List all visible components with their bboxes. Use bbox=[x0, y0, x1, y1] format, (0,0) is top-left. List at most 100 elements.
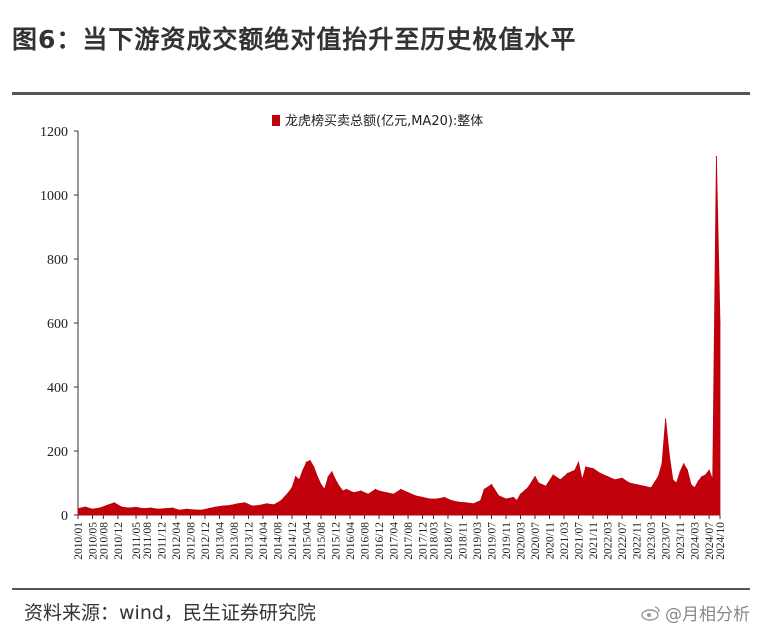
data-point bbox=[516, 500, 518, 502]
data-point bbox=[483, 488, 485, 490]
data-point bbox=[77, 508, 79, 510]
data-point bbox=[84, 506, 86, 508]
data-point bbox=[436, 498, 438, 500]
x-tick-label: 2019/07 bbox=[486, 522, 498, 560]
data-point bbox=[661, 463, 663, 465]
data-point bbox=[581, 479, 583, 481]
page-title: 图6：当下游资成交额绝对值抬升至历史极值水平 bbox=[12, 25, 577, 54]
data-point bbox=[498, 495, 500, 497]
x-tick-label: 2020/07 bbox=[530, 522, 542, 560]
data-point bbox=[400, 488, 402, 490]
data-point bbox=[280, 500, 282, 502]
y-tick-label: 800 bbox=[47, 253, 68, 268]
x-tick-label: 2022/07 bbox=[617, 522, 629, 560]
data-point bbox=[490, 484, 493, 486]
plot-area bbox=[77, 156, 721, 516]
data-point bbox=[320, 484, 322, 486]
x-tick-label: 2013/08 bbox=[229, 522, 241, 560]
data-point bbox=[266, 503, 268, 505]
data-point bbox=[193, 509, 195, 511]
chart-legend: 龙虎榜买卖总额(亿元,MA20):整体 bbox=[272, 113, 483, 129]
x-tick-label: 2012/08 bbox=[185, 522, 197, 560]
data-point bbox=[164, 508, 166, 510]
data-point bbox=[697, 480, 699, 482]
data-point bbox=[465, 502, 467, 504]
data-point bbox=[128, 507, 130, 509]
data-point bbox=[106, 504, 108, 506]
series-area bbox=[77, 156, 721, 516]
x-tick-label: 2023/03 bbox=[646, 522, 658, 560]
data-point bbox=[643, 485, 645, 487]
legend-label: 龙虎榜买卖总额(亿元,MA20):整体 bbox=[285, 113, 483, 129]
x-tick-label: 2010/08 bbox=[98, 522, 110, 560]
data-point bbox=[628, 482, 630, 484]
x-tick-label: 2023/11 bbox=[675, 522, 687, 560]
source-note: 资料来源：wind，民生证券研究院 bbox=[24, 602, 316, 624]
data-point bbox=[298, 479, 300, 481]
data-point bbox=[99, 507, 101, 509]
data-point bbox=[353, 492, 355, 494]
x-tick-label: 2015/04 bbox=[302, 522, 314, 560]
x-tick-label: 2014/08 bbox=[272, 522, 284, 560]
data-point bbox=[237, 503, 239, 505]
x-tick-label: 2024/03 bbox=[690, 522, 702, 560]
data-point bbox=[367, 493, 369, 495]
data-point bbox=[295, 476, 297, 478]
data-point bbox=[385, 492, 387, 494]
x-tick-label: 2015/12 bbox=[331, 522, 343, 560]
data-point bbox=[668, 453, 670, 455]
data-point bbox=[451, 500, 453, 502]
data-point bbox=[331, 471, 333, 473]
data-point bbox=[414, 495, 416, 497]
x-tick-label: 2022/03 bbox=[603, 522, 615, 560]
x-tick-label: 2021/03 bbox=[559, 522, 571, 560]
data-point bbox=[135, 506, 137, 508]
data-point bbox=[313, 466, 315, 468]
data-point bbox=[585, 466, 587, 468]
data-point bbox=[113, 502, 115, 504]
data-point bbox=[708, 469, 710, 471]
x-tick-label: 2016/12 bbox=[374, 522, 386, 560]
x-tick-label: 2020/03 bbox=[516, 522, 528, 560]
x-tick-label: 2017/04 bbox=[389, 522, 401, 560]
data-point bbox=[672, 479, 674, 481]
data-point bbox=[120, 506, 123, 508]
x-tick-label: 2021/07 bbox=[574, 522, 586, 560]
data-point bbox=[324, 488, 326, 490]
x-tick-label: 2010/01 bbox=[73, 522, 85, 560]
weibo-icon bbox=[641, 605, 660, 621]
x-tick-label: 2014/12 bbox=[287, 522, 299, 560]
data-point bbox=[273, 504, 275, 506]
data-point bbox=[538, 482, 540, 484]
data-point bbox=[338, 485, 340, 487]
data-point bbox=[519, 493, 522, 495]
data-point bbox=[527, 487, 529, 489]
x-tick-label: 2018/11 bbox=[457, 522, 469, 560]
data-point bbox=[91, 508, 94, 510]
x-tick-label: 2011/05 bbox=[131, 522, 143, 560]
data-point bbox=[179, 509, 181, 511]
x-tick-label: 2024/07 bbox=[704, 522, 716, 560]
data-point bbox=[650, 487, 652, 489]
data-point bbox=[559, 479, 562, 481]
data-point bbox=[657, 476, 659, 478]
data-point bbox=[552, 474, 554, 476]
data-point bbox=[701, 476, 703, 478]
x-tick-label: 2010/05 bbox=[88, 522, 100, 560]
x-tick-label: 2024/10 bbox=[715, 522, 727, 560]
data-point bbox=[675, 482, 678, 484]
y-tick-label: 200 bbox=[47, 445, 68, 460]
data-point bbox=[287, 492, 289, 494]
y-axis: 0 200 400 600 800 1000 1200 bbox=[40, 125, 79, 524]
data-point bbox=[258, 504, 260, 506]
data-point bbox=[342, 490, 344, 492]
data-point bbox=[480, 500, 482, 502]
x-tick-label: 2019/11 bbox=[501, 522, 513, 560]
y-tick-label: 0 bbox=[61, 509, 68, 524]
data-point bbox=[574, 469, 576, 471]
data-point bbox=[545, 485, 547, 487]
data-point bbox=[512, 496, 514, 498]
data-point bbox=[665, 418, 667, 420]
title-rule bbox=[12, 92, 750, 95]
